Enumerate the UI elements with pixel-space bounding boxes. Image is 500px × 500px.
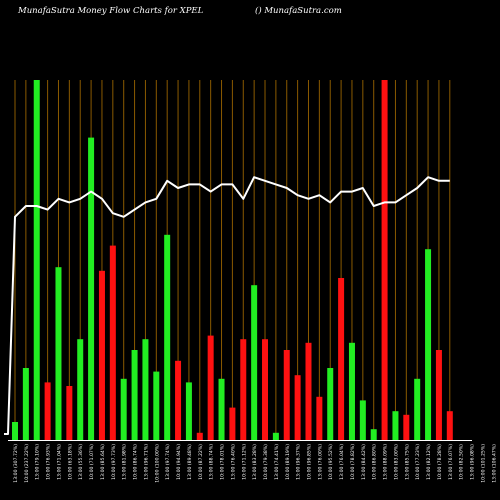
bar-red — [305, 342, 312, 440]
bar-green — [251, 285, 258, 440]
bar-red — [294, 375, 301, 440]
bar-green — [218, 378, 225, 440]
bar-red — [446, 411, 453, 440]
x-tick-label: 10:00 (89.19%) — [285, 444, 291, 480]
money-flow-line — [4, 176, 450, 435]
x-tick-label: 13:00 (106.47%) — [491, 444, 497, 483]
x-tick-label: 10:00 (82.50%) — [459, 444, 465, 480]
bar-green — [22, 368, 29, 440]
bar-green — [33, 80, 40, 440]
bar-green — [77, 339, 84, 440]
bar-red — [240, 339, 247, 440]
x-tick-label: 10:00 (77.23%) — [415, 444, 421, 480]
x-tick-label: 10:00 (96.85%) — [306, 444, 312, 480]
x-tick-label: 13:00 (85.75%) — [404, 444, 410, 480]
x-tick-label: 10:00 (78.28%) — [437, 444, 443, 480]
x-tick-label: 10:00 (86.74%) — [133, 444, 139, 480]
x-tick-label: 13:00 (88.09%) — [383, 444, 389, 480]
bar-green — [359, 400, 366, 440]
bar-red — [44, 382, 51, 440]
x-tick-label: 10:00 (83.00%) — [393, 444, 399, 480]
x-tick-label: 13:00 (74.41%) — [274, 444, 280, 480]
x-tick-label: 13:00 (307.72%) — [13, 444, 19, 483]
x-tick-label: 13:00 (76.04%) — [339, 444, 345, 480]
bar-green — [88, 137, 95, 440]
x-tick-label: 13:00 (55.36%) — [78, 444, 84, 480]
x-tick-label: 10:00 (79.38%) — [263, 444, 269, 480]
x-tick-label: 13:00 (89.48%) — [187, 444, 193, 480]
bar-red — [381, 80, 388, 440]
bar-green — [12, 422, 18, 440]
bar-red — [403, 414, 410, 440]
x-tick-label: 13:00 (76.00%) — [317, 444, 323, 480]
x-tick-label: 13:00 (96.71%) — [143, 444, 149, 480]
x-tick-label: 10:00 (87.22%) — [198, 444, 204, 480]
chart-title: MunafaSutra Money Flow Charts for XPEL — [18, 6, 204, 16]
bar-red — [207, 335, 214, 440]
x-tick-label: 13:00 (81.98%) — [122, 444, 128, 480]
bar-green — [120, 378, 127, 440]
bar-green — [164, 234, 171, 440]
bar-red — [196, 432, 203, 440]
bar-red — [316, 396, 323, 440]
bar-green — [425, 249, 432, 440]
bar-green — [348, 342, 355, 440]
x-tick-label: 10:00 (63.18%) — [67, 444, 73, 480]
bar-green — [327, 368, 334, 440]
bar-green — [142, 339, 149, 440]
x-tick-label: 10:00 (71.12%) — [241, 444, 247, 480]
bar-red — [109, 245, 116, 440]
x-tick-label: 13:00 (96.37%) — [296, 444, 302, 480]
x-tick-label: 13:00 (84.42%) — [361, 444, 367, 480]
x-tick-label: 10:00 (94.94%) — [176, 444, 182, 480]
x-tick-label: 13:00 (88.74%) — [209, 444, 215, 480]
bar-red — [66, 386, 73, 440]
bar-red — [283, 350, 290, 440]
bar-green — [392, 411, 399, 440]
x-tick-label: 10:00 (101.25%) — [480, 444, 486, 483]
x-tick-label: 13:00 (82.12%) — [426, 444, 432, 480]
x-tick-label: 10:00 (86.80%) — [372, 444, 378, 480]
bar-red — [229, 407, 236, 440]
bar-red — [435, 350, 442, 440]
x-tick-label: 13:00 (85.64%) — [100, 444, 106, 480]
x-tick-label: 10:00 (97.73%) — [111, 444, 117, 480]
x-tick-label: 10:00 (71.07%) — [89, 444, 95, 480]
bar-red — [262, 339, 269, 440]
x-tick-label: 10:00 (78.01%) — [220, 444, 226, 480]
x-tick-label: 13:00 (96.08%) — [470, 444, 476, 480]
bar-green — [272, 432, 279, 440]
x-tick-label: 13:00 (97.74%) — [165, 444, 171, 480]
x-tick-label: 13:00 (71.04%) — [56, 444, 62, 480]
bar-green — [414, 378, 421, 440]
bar-red — [175, 360, 182, 440]
x-tick-label: 13:00 (76.40%) — [230, 444, 236, 480]
bar-green — [131, 350, 138, 440]
x-tick-label: 13:00 (76.07%) — [448, 444, 454, 480]
x-tick-label: 10:00 (100.00%) — [154, 444, 160, 483]
bar-green — [153, 371, 160, 440]
x-tick-label: 10:00 (237.22%) — [24, 444, 30, 483]
bar-red — [338, 278, 345, 440]
x-tick-label: 13:00 (79.10%) — [35, 444, 41, 480]
site-credit: () MunafaSutra.com — [255, 6, 342, 16]
bar-green — [185, 382, 192, 440]
bar-red — [98, 270, 105, 440]
bar-green — [370, 429, 377, 440]
x-tick-label: 13:00 (83.28%) — [252, 444, 258, 480]
x-tick-label: 10:00 (78.82%) — [350, 444, 356, 480]
x-tick-label: 10:00 (95.52%) — [328, 444, 334, 480]
bar-green — [55, 267, 62, 440]
x-tick-label: 10:00 (76.93%) — [46, 444, 52, 480]
